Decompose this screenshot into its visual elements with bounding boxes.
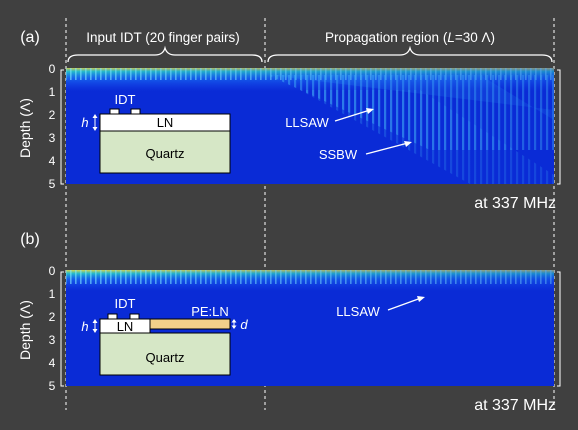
- panel-b-y-axis-label: Depth (Λ): [17, 300, 33, 360]
- panel-b-inset: IDT PE:LN LN Quartz h d: [81, 296, 248, 376]
- panel-a-y-ticks: 0 1 2 3 4 5: [49, 62, 56, 191]
- propagation-region-label: Propagation region (L=30 Λ): [325, 30, 495, 45]
- panel-b-frequency-label: at 337 MHz: [474, 397, 556, 414]
- panel-a-tick-3: 3: [49, 131, 56, 145]
- panel-b-idt-label: IDT: [115, 296, 136, 311]
- panel-b-right-bracket: [557, 271, 561, 387]
- panel-a-right-bracket: [557, 69, 561, 185]
- panel-b-tick-4: 4: [49, 356, 56, 370]
- panel-a-quartz-substrate: [99, 130, 231, 174]
- panel-b-tick-1: 1: [49, 287, 56, 301]
- panel-a-idt-finger-1: [109, 108, 120, 115]
- panel-a-annotations: LLSAW SSBW: [285, 108, 412, 162]
- panel-b-d-arrow: [231, 319, 237, 329]
- panel-a-substrate-label: Quartz: [145, 146, 184, 161]
- input-idt-brace: [67, 45, 263, 63]
- panel-b-llsaw-label: LLSAW: [336, 304, 380, 319]
- panel-a-film-label: LN: [157, 115, 174, 130]
- panel-b-h-label: h: [81, 319, 88, 334]
- panel-b-left-bracket: [60, 271, 64, 387]
- panel-b-tag: (b): [20, 231, 40, 248]
- panel-a-h-arrow: [92, 114, 98, 131]
- panel-a-idt-label: IDT: [115, 92, 136, 107]
- panel-b-quartz-substrate: [99, 332, 231, 376]
- panel-b-idt-finger-2: [129, 313, 140, 320]
- panel-b-idt-finger-1: [107, 313, 118, 320]
- panel-a-inset: IDT LN Quartz h: [81, 92, 231, 174]
- panel-a-y-axis-label: Depth (Λ): [17, 98, 33, 158]
- panel-a-ssbw-arrow: [365, 142, 409, 155]
- panel-b: (b) Depth (Λ) 0 1 2 3 4 5 IDT PE:LN LN: [17, 231, 561, 414]
- panel-a-field-map: [66, 68, 554, 184]
- panel-b-d-label: d: [240, 317, 248, 332]
- panel-b-tick-5: 5: [49, 379, 56, 393]
- panel-a-idt-finger-2: [130, 108, 141, 115]
- panel-b-h-arrow: [92, 319, 98, 333]
- panel-a-llsaw-label: LLSAW: [285, 115, 329, 130]
- panel-b-substrate-label: Quartz: [145, 350, 184, 365]
- panel-a-frequency-label: at 337 MHz: [474, 195, 556, 212]
- panel-a-tick-4: 4: [49, 154, 56, 168]
- panel-a-tick-2: 2: [49, 108, 56, 122]
- panel-a-llsaw-arrow: [334, 109, 371, 122]
- panel-b-pe-layer: [149, 318, 231, 330]
- panel-b-film-label: LN: [117, 319, 134, 334]
- panel-b-y-ticks: 0 1 2 3 4 5: [49, 264, 56, 393]
- propagation-region-brace: [267, 45, 553, 63]
- panel-a-tag: (a): [20, 29, 40, 46]
- panel-b-tick-0: 0: [49, 264, 56, 278]
- panel-a-h-label: h: [81, 115, 88, 130]
- panel-b-llsaw-arrow: [387, 297, 422, 311]
- panel-a-tick-0: 0: [49, 62, 56, 76]
- panel-b-tick-2: 2: [49, 310, 56, 324]
- panel-a: (a) Depth (Λ) 0 1 2 3 4 5: [17, 29, 561, 212]
- panel-b-tick-3: 3: [49, 333, 56, 347]
- panel-a-ssbw-label: SSBW: [319, 147, 358, 162]
- panel-b-annotations: LLSAW: [336, 296, 425, 319]
- panel-a-tick-5: 5: [49, 177, 56, 191]
- panel-a-tick-1: 1: [49, 85, 56, 99]
- panel-b-pe-label: PE:LN: [191, 304, 229, 319]
- input-idt-label: Input IDT (20 finger pairs): [86, 30, 240, 45]
- panel-a-ln-film: [99, 113, 231, 132]
- panel-a-left-bracket: [60, 69, 64, 185]
